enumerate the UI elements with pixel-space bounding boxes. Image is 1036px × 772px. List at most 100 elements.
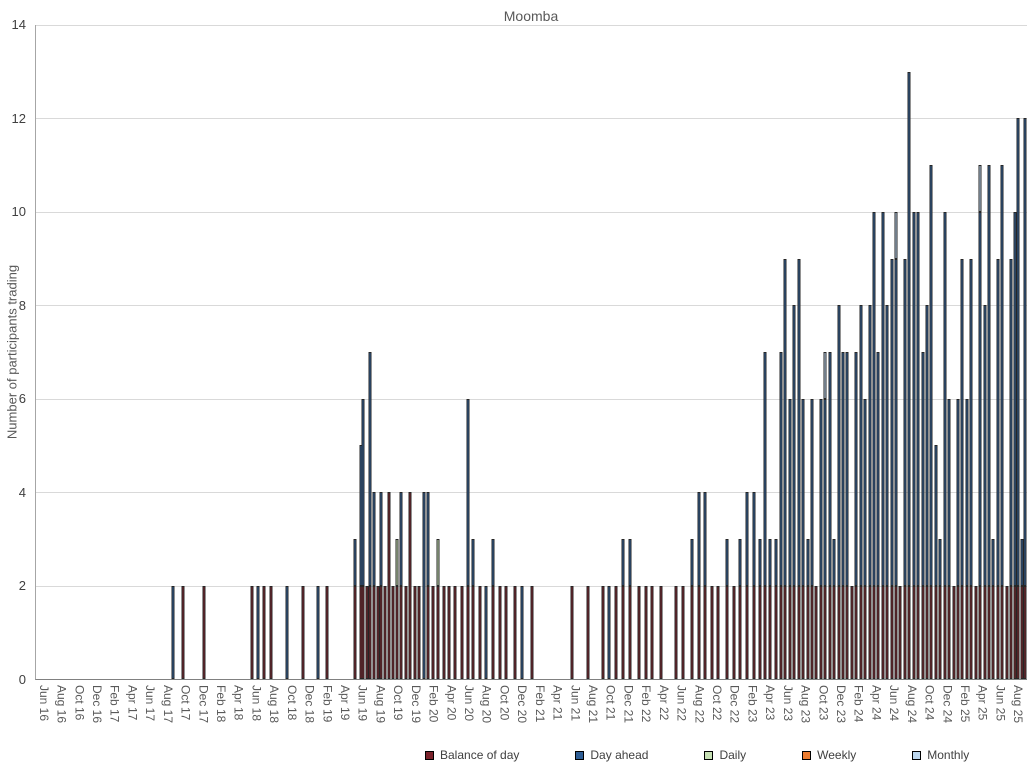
x-tick-label: Oct 16 bbox=[72, 685, 87, 721]
x-tick-label: Feb 20 bbox=[426, 685, 441, 723]
bar-segment-day-ahead bbox=[763, 352, 767, 586]
bar bbox=[1000, 165, 1004, 679]
bar bbox=[365, 585, 369, 679]
bar-segment-balance-of-day bbox=[368, 585, 372, 679]
bar-segment-balance-of-day bbox=[996, 585, 1000, 679]
x-tick-label: Apr 20 bbox=[444, 685, 459, 721]
bar-segment-day-ahead bbox=[938, 538, 942, 586]
bar-segment-day-ahead bbox=[484, 585, 488, 679]
bar bbox=[872, 211, 876, 679]
bar bbox=[978, 165, 982, 679]
gridline bbox=[36, 305, 1027, 307]
gridline bbox=[36, 492, 1027, 494]
bar-segment-balance-of-day bbox=[1009, 585, 1013, 679]
bar-segment-balance-of-day bbox=[399, 585, 403, 679]
bar-segment-balance-of-day bbox=[881, 585, 885, 679]
bar-segment-balance-of-day bbox=[859, 585, 863, 679]
bar bbox=[758, 538, 762, 679]
bar bbox=[810, 398, 814, 679]
bar-segment-day-ahead bbox=[471, 538, 475, 586]
x-tick-label: Oct 20 bbox=[497, 685, 512, 721]
legend-swatch-daily bbox=[704, 750, 714, 760]
bar-segment-day-ahead bbox=[1016, 118, 1020, 586]
bar-segment-balance-of-day bbox=[325, 585, 329, 679]
bar bbox=[466, 398, 470, 679]
x-tick-label: Apr 22 bbox=[656, 685, 671, 721]
bar-segment-balance-of-day bbox=[832, 585, 836, 679]
bar-segment-day-ahead bbox=[1000, 165, 1004, 586]
y-axis-labels: 0 2 4 6 8 10 12 14 bbox=[0, 17, 30, 687]
bar bbox=[1009, 258, 1013, 679]
bar-segment-balance-of-day bbox=[426, 585, 430, 679]
bar bbox=[644, 585, 648, 679]
bar-segment-balance-of-day bbox=[956, 585, 960, 679]
bar bbox=[513, 585, 517, 679]
bar-segment-balance-of-day bbox=[934, 585, 938, 679]
bar-segment-balance-of-day bbox=[885, 585, 889, 679]
bar bbox=[745, 492, 749, 679]
bar-segment-balance-of-day bbox=[978, 585, 982, 679]
bar-segment-balance-of-day bbox=[752, 585, 756, 679]
bar-segment-balance-of-day bbox=[417, 585, 421, 679]
bar-segment-balance-of-day bbox=[697, 585, 701, 679]
x-tick-label: Apr 23 bbox=[763, 685, 778, 721]
x-tick-label: Feb 24 bbox=[851, 685, 866, 723]
bar bbox=[952, 585, 956, 679]
bar-segment-balance-of-day bbox=[938, 585, 942, 679]
x-tick-label: Oct 22 bbox=[710, 685, 724, 721]
bar-segment-balance-of-day bbox=[943, 585, 947, 679]
bar-segment-day-ahead bbox=[779, 352, 783, 586]
bar-segment-balance-of-day bbox=[614, 585, 618, 679]
bar-segment-balance-of-day bbox=[301, 585, 305, 679]
bar-segment-balance-of-day bbox=[837, 585, 841, 679]
legend-item-daily: Daily bbox=[704, 748, 746, 762]
bar-segment-day-ahead bbox=[361, 398, 365, 586]
bar bbox=[460, 585, 464, 679]
bar bbox=[659, 585, 663, 679]
bar-segment-balance-of-day bbox=[768, 585, 772, 679]
bar bbox=[837, 305, 841, 679]
bar-segment-day-ahead bbox=[316, 585, 320, 679]
bar-segment-balance-of-day bbox=[758, 585, 762, 679]
gridline bbox=[36, 211, 1027, 213]
bar bbox=[881, 211, 885, 679]
x-tick-label: Dec 17 bbox=[196, 685, 211, 724]
bar-segment-balance-of-day bbox=[1013, 585, 1017, 679]
bar-segment-balance-of-day bbox=[850, 585, 854, 679]
bar-segment-day-ahead bbox=[621, 538, 625, 586]
bar bbox=[395, 538, 399, 679]
bar-segment-balance-of-day bbox=[250, 585, 254, 679]
bar bbox=[912, 211, 916, 679]
bar-segment-balance-of-day bbox=[779, 585, 783, 679]
bar-segment-balance-of-day bbox=[890, 585, 894, 679]
bar bbox=[956, 398, 960, 679]
bar bbox=[586, 585, 590, 679]
legend-label: Balance of day bbox=[440, 748, 520, 762]
bar-segment-balance-of-day bbox=[628, 585, 632, 679]
bar bbox=[404, 585, 408, 679]
bar-segment-day-ahead bbox=[628, 538, 632, 586]
bar-segment-balance-of-day bbox=[960, 585, 964, 679]
bar bbox=[301, 585, 305, 679]
bar-segment-balance-of-day bbox=[431, 585, 435, 679]
bar bbox=[983, 305, 987, 679]
bar-segment-balance-of-day bbox=[376, 585, 380, 679]
legend-label: Weekly bbox=[817, 748, 857, 762]
bar bbox=[925, 305, 929, 679]
bar-segment-day-ahead bbox=[912, 211, 916, 586]
y-tick-label: 10 bbox=[11, 204, 26, 220]
bar bbox=[520, 585, 524, 679]
legend: Balance of day Day ahead Daily Weekly Monthl… bbox=[425, 748, 969, 762]
bar-segment-day-ahead bbox=[399, 492, 403, 586]
bar-segment-day-ahead bbox=[921, 352, 925, 586]
bar bbox=[898, 585, 902, 679]
bar-segment-day-ahead bbox=[783, 258, 787, 586]
bar bbox=[316, 585, 320, 679]
x-tick-label: Oct 24 bbox=[922, 685, 937, 721]
bar bbox=[422, 492, 426, 679]
x-tick-label: Oct 19 bbox=[391, 685, 406, 721]
x-tick-label: Dec 24 bbox=[940, 685, 955, 724]
bar bbox=[801, 398, 805, 679]
bar-segment-balance-of-day bbox=[725, 585, 729, 679]
bar-segment-balance-of-day bbox=[383, 585, 387, 679]
